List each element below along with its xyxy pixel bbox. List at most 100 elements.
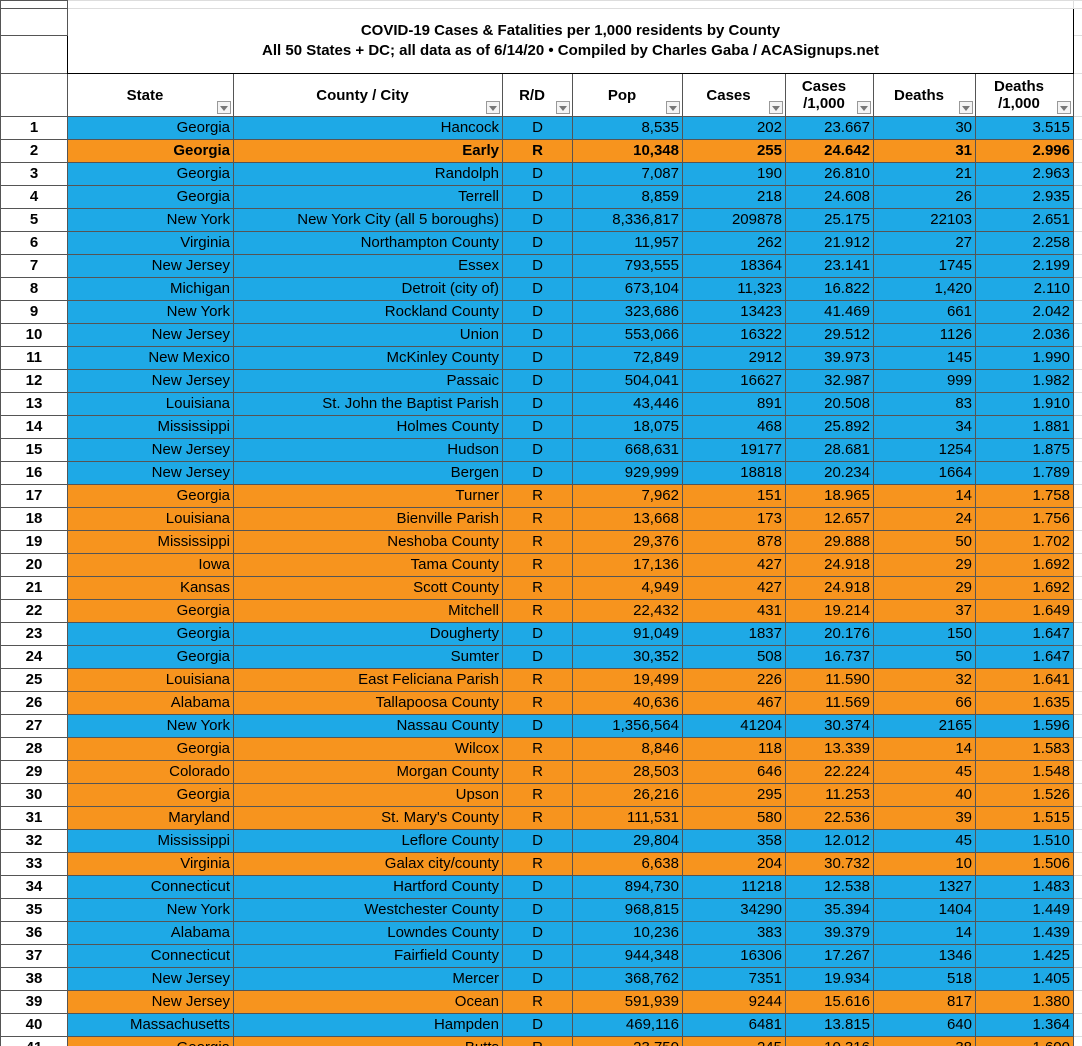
blank-cell bbox=[1073, 806, 1082, 830]
deaths-per-1000: 1.506 bbox=[975, 852, 1074, 876]
row-number: 41 bbox=[0, 1036, 68, 1046]
blank-cell bbox=[1073, 300, 1082, 324]
state: Colorado bbox=[67, 760, 234, 784]
row-number: 4 bbox=[0, 185, 68, 209]
deaths-per-1000: 1.756 bbox=[975, 507, 1074, 531]
deaths: 83 bbox=[873, 392, 976, 416]
county: Morgan County bbox=[233, 760, 503, 784]
deaths: 2165 bbox=[873, 714, 976, 738]
deaths: 50 bbox=[873, 530, 976, 554]
data-row: 4 Georgia Terrell D 8,859 218 24.608 26 2.935 bbox=[0, 185, 1082, 209]
party: R bbox=[502, 576, 573, 600]
blank-cell bbox=[1073, 438, 1082, 462]
cases: 16322 bbox=[682, 323, 786, 347]
data-row: 18 Louisiana Bienville Parish R 13,668 173 12.… bbox=[0, 507, 1082, 531]
cases: 467 bbox=[682, 691, 786, 715]
column-header[interactable]: Pop bbox=[572, 73, 683, 117]
state: Georgia bbox=[67, 737, 234, 761]
row-number: 8 bbox=[0, 277, 68, 301]
party: D bbox=[502, 162, 573, 186]
county: Wilcox bbox=[233, 737, 503, 761]
blank-cell bbox=[1073, 737, 1082, 761]
party: D bbox=[502, 392, 573, 416]
column-header[interactable]: Cases bbox=[682, 73, 786, 117]
population: 43,446 bbox=[572, 392, 683, 416]
state: New York bbox=[67, 300, 234, 324]
county: Mitchell bbox=[233, 599, 503, 623]
row-number: 18 bbox=[0, 507, 68, 531]
blank-cell bbox=[1073, 576, 1082, 600]
cases-per-1000: 30.732 bbox=[785, 852, 874, 876]
data-row: 17 Georgia Turner R 7,962 151 18.965 14 1.758 bbox=[0, 484, 1082, 508]
population: 368,762 bbox=[572, 967, 683, 991]
column-header[interactable]: R/D bbox=[502, 73, 573, 117]
party: R bbox=[502, 484, 573, 508]
county: Rockland County bbox=[233, 300, 503, 324]
population: 553,066 bbox=[572, 323, 683, 347]
data-row: 26 Alabama Tallapoosa County R 40,636 467 11.5… bbox=[0, 691, 1082, 715]
data-row: 19 Mississippi Neshoba County R 29,376 878 29.… bbox=[0, 530, 1082, 554]
cases: 18818 bbox=[682, 461, 786, 485]
row-number: 9 bbox=[0, 300, 68, 324]
deaths-per-1000: 2.963 bbox=[975, 162, 1074, 186]
blank-cell bbox=[1073, 622, 1082, 646]
population: 13,668 bbox=[572, 507, 683, 531]
column-header[interactable]: Deaths bbox=[873, 73, 976, 117]
column-header[interactable]: Deaths /1,000 bbox=[975, 73, 1074, 117]
county: Scott County bbox=[233, 576, 503, 600]
deaths-per-1000: 1.692 bbox=[975, 576, 1074, 600]
row-number: 29 bbox=[0, 760, 68, 784]
title-line: COVID-19 Cases & Fatalities per 1,000 re… bbox=[360, 22, 781, 39]
deaths-per-1000: 1.692 bbox=[975, 553, 1074, 577]
state: New Jersey bbox=[67, 254, 234, 278]
state: Maryland bbox=[67, 806, 234, 830]
column-header[interactable]: Cases /1,000 bbox=[785, 73, 874, 117]
row-number: 6 bbox=[0, 231, 68, 255]
blank-cell bbox=[1073, 1036, 1082, 1046]
row-number: 7 bbox=[0, 254, 68, 278]
population: 17,136 bbox=[572, 553, 683, 577]
blank-cell bbox=[1073, 875, 1082, 899]
state: New Jersey bbox=[67, 369, 234, 393]
blank-cell bbox=[1073, 484, 1082, 508]
cases-per-1000: 13.339 bbox=[785, 737, 874, 761]
deaths: 50 bbox=[873, 645, 976, 669]
row-number: 12 bbox=[0, 369, 68, 393]
data-row: 40 Massachusetts Hampden D 469,116 6481 13.815… bbox=[0, 1013, 1082, 1037]
population: 8,535 bbox=[572, 116, 683, 140]
deaths: 29 bbox=[873, 576, 976, 600]
deaths-per-1000: 1.758 bbox=[975, 484, 1074, 508]
state: Louisiana bbox=[67, 507, 234, 531]
population: 6,638 bbox=[572, 852, 683, 876]
deaths-per-1000: 1.515 bbox=[975, 806, 1074, 830]
row-number: 24 bbox=[0, 645, 68, 669]
data-row: 20 Iowa Tama County R 17,136 427 24.918 29 1.692 bbox=[0, 553, 1082, 577]
cases-per-1000: 19.214 bbox=[785, 599, 874, 623]
party: D bbox=[502, 967, 573, 991]
county: Hudson bbox=[233, 438, 503, 462]
county: Randolph bbox=[233, 162, 503, 186]
population: 10,348 bbox=[572, 139, 683, 163]
cases: 202 bbox=[682, 116, 786, 140]
cases: 204 bbox=[682, 852, 786, 876]
column-header[interactable]: County / City bbox=[233, 73, 503, 117]
county: Neshoba County bbox=[233, 530, 503, 554]
deaths: 817 bbox=[873, 990, 976, 1014]
state: New Jersey bbox=[67, 323, 234, 347]
party: D bbox=[502, 300, 573, 324]
deaths-per-1000: 1.641 bbox=[975, 668, 1074, 692]
party: D bbox=[502, 645, 573, 669]
deaths-per-1000: 2.199 bbox=[975, 254, 1074, 278]
blank-cell bbox=[1073, 714, 1082, 738]
blank-cell bbox=[1073, 73, 1082, 117]
deaths: 14 bbox=[873, 921, 976, 945]
cases: 2912 bbox=[682, 346, 786, 370]
cases-per-1000: 20.176 bbox=[785, 622, 874, 646]
party: D bbox=[502, 369, 573, 393]
state: Virginia bbox=[67, 852, 234, 876]
column-header[interactable]: State bbox=[67, 73, 234, 117]
party: D bbox=[502, 208, 573, 232]
county: Turner bbox=[233, 484, 503, 508]
deaths-per-1000: 2.996 bbox=[975, 139, 1074, 163]
